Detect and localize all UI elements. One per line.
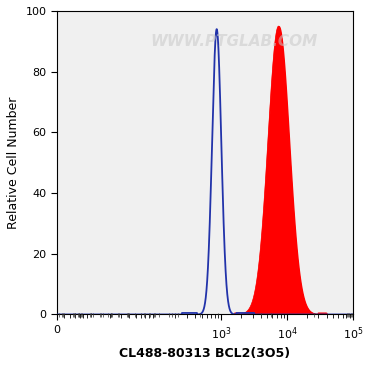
Text: WWW.PTGLAB.COM: WWW.PTGLAB.COM bbox=[151, 34, 318, 49]
Y-axis label: Relative Cell Number: Relative Cell Number bbox=[7, 97, 20, 229]
X-axis label: CL488-80313 BCL2(3O5): CL488-80313 BCL2(3O5) bbox=[119, 347, 290, 360]
